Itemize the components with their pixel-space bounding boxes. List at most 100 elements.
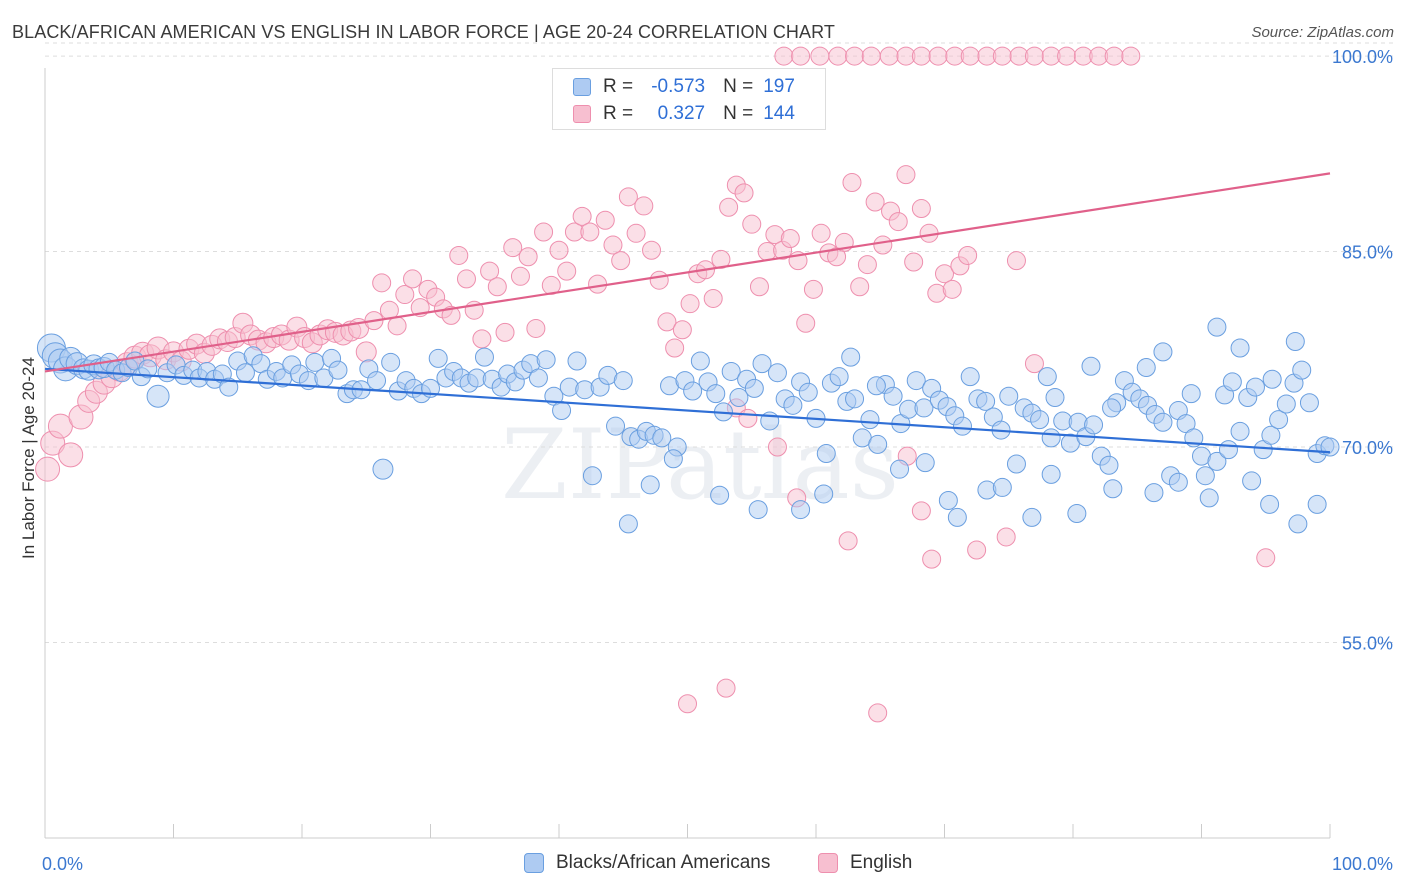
- english-data-point: [526, 318, 546, 338]
- english-data-point: [678, 694, 697, 714]
- r-label: R =: [603, 103, 634, 124]
- black-data-point: [235, 363, 255, 383]
- black-data-point: [767, 363, 787, 383]
- english-data-point: [58, 442, 84, 468]
- english-data-point: [716, 678, 736, 698]
- black-data-point: [1181, 384, 1201, 404]
- english-data-point: [810, 46, 830, 66]
- black-data-point: [816, 444, 836, 464]
- black-data-point: [1207, 317, 1227, 337]
- black-data-point: [1307, 494, 1327, 514]
- english-data-point: [865, 192, 885, 212]
- black-data-point: [992, 477, 1012, 497]
- english-data-point: [355, 341, 377, 363]
- black-data-point: [748, 500, 768, 520]
- black-data-point: [1081, 356, 1101, 376]
- english-data-point: [580, 222, 600, 242]
- black-data-point: [1153, 412, 1173, 432]
- english-data-point: [967, 540, 987, 560]
- legend-label: Blacks/African Americans: [556, 852, 771, 873]
- black-data-point: [536, 350, 556, 370]
- black-data-point: [1045, 388, 1065, 408]
- english-data-point: [480, 261, 500, 281]
- english-data-point: [680, 294, 700, 314]
- english-data-point: [960, 46, 980, 66]
- black-data-point: [1084, 415, 1104, 435]
- legend-item-black[interactable]: Blacks/African Americans: [524, 852, 770, 874]
- english-data-point: [611, 251, 631, 271]
- english-data-point: [35, 456, 61, 482]
- black-data-point: [428, 348, 448, 368]
- black-data-point: [938, 490, 958, 510]
- black-data-point: [1099, 455, 1119, 475]
- black-data-point: [1222, 372, 1242, 392]
- black-data-point: [1207, 451, 1227, 471]
- y-tick-label: 55.0%: [1342, 634, 1393, 654]
- black-data-point: [1285, 331, 1305, 351]
- black-data-point: [866, 376, 886, 396]
- black-data-point: [1199, 488, 1219, 508]
- english-data-point: [742, 214, 762, 234]
- english-data-point: [403, 269, 423, 289]
- black-data-point: [890, 459, 910, 479]
- english-data-point: [734, 183, 754, 203]
- english-data-point: [665, 338, 685, 358]
- black-data-point: [1276, 394, 1296, 414]
- axes: [44, 68, 1331, 839]
- black-data-point: [999, 386, 1019, 406]
- english-data-point: [387, 316, 407, 336]
- black-data-point: [947, 507, 967, 527]
- black-data-point: [729, 388, 749, 408]
- pink-swatch: [573, 105, 591, 123]
- english-data-point: [572, 206, 592, 226]
- black-data-point: [883, 386, 903, 406]
- english-data-point: [711, 249, 731, 269]
- black-trend-line: [44, 367, 1331, 454]
- n-label: N =: [723, 103, 754, 124]
- black-points: [36, 317, 1340, 534]
- english-data-point: [958, 245, 978, 265]
- black-data-point: [706, 384, 726, 404]
- black-data-point: [652, 428, 672, 448]
- english-data-point: [803, 279, 823, 299]
- english-data-point: [1024, 46, 1044, 66]
- english-data-point: [626, 223, 646, 243]
- english-data-point: [791, 46, 811, 66]
- black-data-point: [814, 484, 834, 504]
- english-data-point: [845, 46, 865, 66]
- black-data-point: [1292, 360, 1312, 380]
- english-data-point: [449, 245, 469, 265]
- english-data-point: [896, 165, 916, 185]
- black-data-point: [582, 466, 602, 486]
- english-data-point: [557, 261, 577, 281]
- series-legend: Blacks/African Americans English: [0, 852, 1406, 878]
- tick-labels: 55.0% 70.0% 85.0% 100.0% 0.0% 100.0%: [42, 47, 1393, 874]
- black-data-point: [1288, 514, 1308, 534]
- black-data-point: [1030, 410, 1050, 430]
- black-data-point: [721, 361, 741, 381]
- english-data-point: [441, 305, 461, 325]
- english-data-point: [904, 252, 924, 272]
- english-data-point: [642, 240, 662, 260]
- black-data-point: [744, 378, 764, 398]
- black-data-point: [1136, 358, 1156, 378]
- black-data-point: [752, 354, 772, 374]
- black-data-point: [1269, 410, 1289, 430]
- english-data-point: [657, 312, 677, 332]
- english-data-point: [873, 235, 893, 255]
- black-data-point: [690, 351, 710, 371]
- legend-row-black: R = -0.573 N = 197: [573, 74, 795, 100]
- english-data-point: [672, 320, 692, 340]
- english-data-point: [796, 313, 816, 333]
- english-data-point: [928, 46, 948, 66]
- english-data-point: [861, 46, 881, 66]
- black-data-point: [1260, 494, 1280, 514]
- english-data-point: [828, 46, 848, 66]
- black-data-point: [1195, 466, 1215, 486]
- black-data-point: [606, 416, 626, 436]
- black-data-point: [552, 401, 572, 421]
- legend-item-english[interactable]: English: [818, 852, 912, 874]
- black-data-point: [381, 352, 401, 372]
- black-data-point: [845, 389, 865, 409]
